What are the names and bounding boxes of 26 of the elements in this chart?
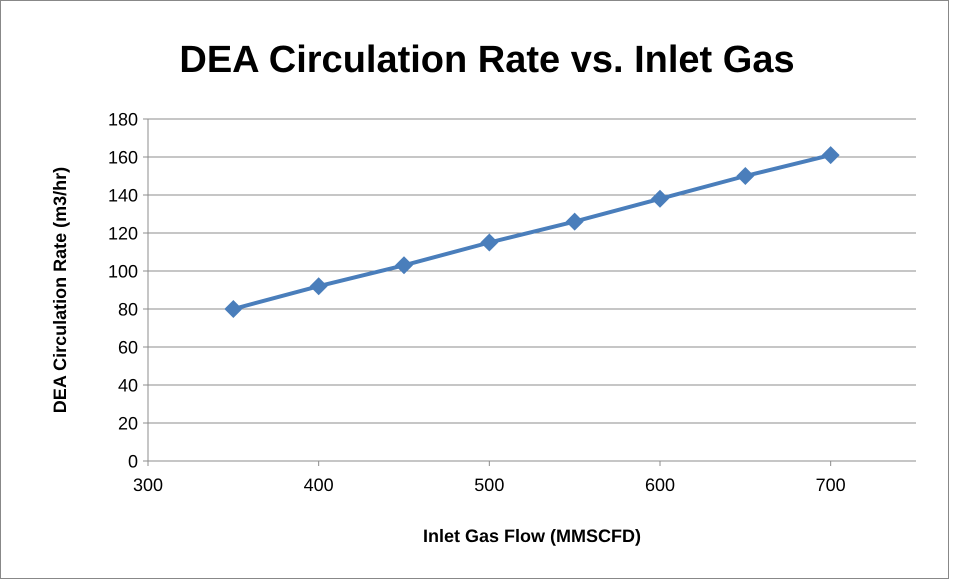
y-tick-label: 40 [118, 375, 138, 396]
y-tick-label: 80 [118, 299, 138, 320]
point [566, 212, 584, 231]
x-tick-label: 600 [644, 475, 676, 495]
y-tick-label: 20 [118, 413, 138, 434]
point [651, 190, 669, 208]
x-tick-label: 700 [816, 475, 846, 495]
y-tick-label: 100 [108, 261, 138, 282]
point [310, 277, 328, 296]
y-tick-label: 140 [108, 185, 138, 206]
y-axis-title: DEA Circulation Rate (m3/hr) [50, 166, 70, 414]
x-tick-label: 300 [132, 475, 164, 495]
x-tick-label: 500 [474, 475, 504, 495]
point [395, 256, 413, 274]
y-tick-label: 180 [108, 109, 138, 130]
point [736, 167, 754, 185]
y-tick-label: 160 [108, 147, 138, 168]
y-tick-label: 120 [108, 223, 138, 244]
chart-title: DEA Circulation Rate vs. Inlet Gas [179, 39, 795, 81]
x-axis-title: Inlet Gas Flow (MMSCFD) [423, 526, 641, 546]
y-tick-label: 60 [118, 337, 138, 358]
point [480, 234, 498, 252]
point [224, 300, 242, 318]
point [822, 146, 840, 164]
y-tick-label: 0 [128, 451, 138, 472]
x-tick-label: 400 [304, 475, 334, 495]
